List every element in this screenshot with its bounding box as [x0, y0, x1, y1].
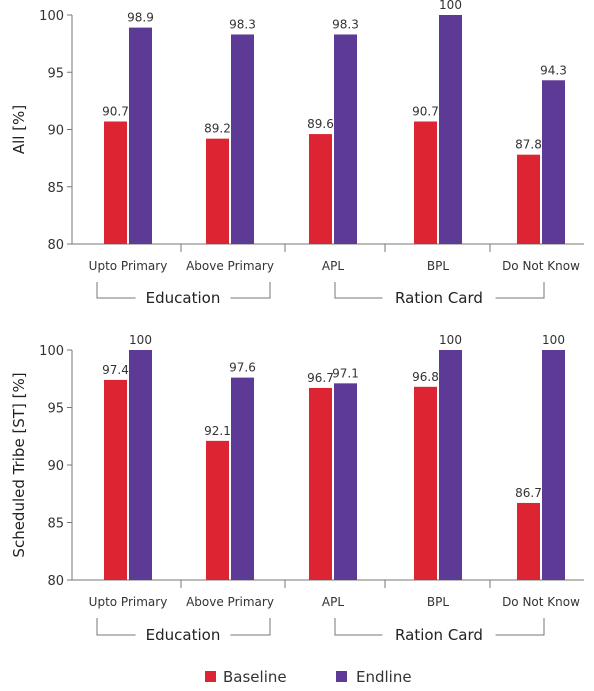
group-bracket-left	[334, 282, 383, 299]
bar-baseline	[206, 440, 229, 580]
category-label: Above Primary	[186, 259, 274, 273]
bar-baseline	[309, 134, 332, 244]
category-label: Upto Primary	[89, 595, 168, 609]
bar-baseline	[414, 386, 437, 580]
category-label: Above Primary	[186, 595, 274, 609]
bar-endline	[129, 350, 152, 580]
bar-baseline	[517, 502, 540, 580]
bar-endline	[334, 383, 357, 580]
group-bracket-left	[96, 618, 136, 636]
value-label-endline: 97.1	[332, 366, 359, 380]
category-label: Upto Primary	[89, 259, 168, 273]
y-tick-label: 85	[47, 517, 64, 532]
bar-endline	[231, 34, 254, 245]
legend-swatch-endline	[336, 671, 347, 682]
value-label-baseline: 97.4	[102, 363, 129, 377]
value-label-baseline: 89.6	[307, 117, 334, 131]
bar-endline	[439, 350, 462, 580]
y-tick-label: 80	[47, 574, 64, 589]
legend-label-baseline: Baseline	[223, 668, 287, 686]
y-tick-label: 90	[47, 459, 64, 474]
group-bracket-right	[495, 618, 545, 636]
bar-endline	[542, 350, 565, 580]
bar-baseline	[517, 154, 540, 244]
y-tick-label: 85	[47, 181, 64, 196]
y-tick-label: 100	[39, 344, 64, 359]
category-label: BPL	[427, 595, 449, 609]
category-label: Do Not Know	[502, 595, 580, 609]
bar-endline	[231, 377, 254, 580]
bar-baseline	[309, 387, 332, 580]
bar-endline	[542, 80, 565, 244]
value-label-baseline: 90.7	[102, 104, 129, 118]
value-label-endline: 100	[439, 0, 462, 12]
bar-endline	[129, 27, 152, 244]
category-label: APL	[322, 595, 344, 609]
group-bracket-right	[230, 282, 271, 299]
group-bracket-left	[334, 618, 383, 636]
value-label-baseline: 87.8	[515, 138, 542, 152]
y-tick-label: 80	[47, 238, 64, 253]
y-tick-label: 100	[39, 9, 64, 24]
value-label-endline: 98.9	[127, 11, 154, 25]
group-bracket-right	[230, 618, 271, 636]
category-label: BPL	[427, 259, 449, 273]
bar-baseline	[206, 138, 229, 244]
bar-baseline	[414, 121, 437, 244]
value-label-endline: 100	[439, 333, 462, 347]
bar-endline	[334, 34, 357, 245]
value-label-endline: 98.3	[332, 17, 359, 31]
bar-baseline	[104, 121, 127, 244]
value-label-baseline: 89.2	[204, 122, 231, 136]
y-tick-label: 95	[47, 66, 64, 81]
group-label: Ration Card	[395, 289, 483, 307]
value-label-endline: 97.6	[229, 361, 256, 375]
legend-label-endline: Endline	[356, 668, 412, 686]
bar-endline	[439, 15, 462, 244]
chart-scheduled-tribe: 80 85 90 95 100 Scheduled Tribe [ST] [%] 97.4 1…	[10, 333, 584, 644]
y-tick-label: 90	[47, 124, 64, 139]
group-label: Education	[146, 626, 221, 644]
value-label-endline: 94.3	[540, 63, 567, 77]
group-bracket-left	[96, 282, 136, 299]
group-label: Ration Card	[395, 626, 483, 644]
y-axis-label: Scheduled Tribe [ST] [%]	[10, 372, 28, 557]
category-label: Do Not Know	[502, 259, 580, 273]
group-label: Education	[146, 289, 221, 307]
value-label-baseline: 96.7	[307, 371, 334, 385]
value-label-endline: 100	[542, 333, 565, 347]
value-label-baseline: 90.7	[412, 104, 439, 118]
value-label-baseline: 96.8	[412, 370, 439, 384]
category-label: APL	[322, 259, 344, 273]
y-tick-label: 95	[47, 402, 64, 417]
legend-swatch-baseline	[205, 671, 216, 682]
value-label-baseline: 92.1	[204, 424, 231, 438]
bar-baseline	[104, 379, 127, 580]
chart-all: 80 85 90 95 100 All [%] 90.7 98.9 Upto Primary 89…	[10, 0, 584, 307]
value-label-endline: 100	[129, 333, 152, 347]
legend: Baseline Endline	[205, 668, 412, 686]
group-bracket-right	[495, 282, 545, 299]
value-label-endline: 98.3	[229, 17, 256, 31]
value-label-baseline: 86.7	[515, 486, 542, 500]
y-axis-label: All [%]	[10, 105, 28, 154]
